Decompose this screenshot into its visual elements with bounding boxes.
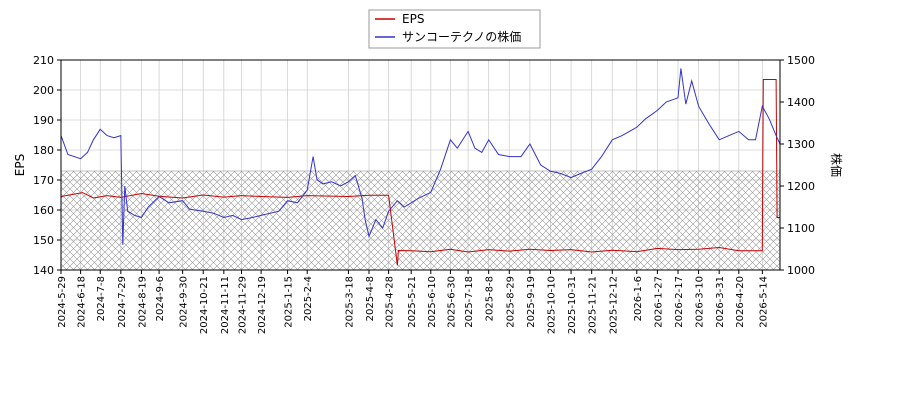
x-tick-label: 2025-7-18 xyxy=(464,276,475,328)
right-tick-label: 1500 xyxy=(787,54,815,67)
right-tick-label: 1000 xyxy=(787,264,815,277)
x-tick-label: 2025-8-29 xyxy=(505,276,516,328)
x-tick-label: 2024-10-21 xyxy=(199,276,210,334)
x-tick-label: 2024-11-29 xyxy=(237,276,248,334)
right-tick-label: 1300 xyxy=(787,138,815,151)
plot-frame xyxy=(60,59,781,271)
left-y-axis-label: EPS xyxy=(13,154,27,176)
x-tick-label: 2024-6-18 xyxy=(77,276,88,328)
x-tick-label: 2026-5-14 xyxy=(758,276,769,328)
x-tick-label: 2025-3-18 xyxy=(344,276,355,328)
left-tick-label: 190 xyxy=(33,114,54,127)
left-tick-label: 200 xyxy=(33,84,54,97)
x-tick-label: 2026-3-31 xyxy=(715,276,726,328)
x-tick-label: 2025-10-10 xyxy=(546,276,557,334)
x-tick-label: 2026-1-27 xyxy=(653,276,664,328)
stock-price-series-line xyxy=(61,68,780,245)
right-tick-label: 1400 xyxy=(787,96,815,109)
x-tick-label: 2025-10-31 xyxy=(567,276,578,334)
x-tick-label: 2025-9-19 xyxy=(526,276,537,328)
eps-hatched-band xyxy=(60,170,781,271)
x-tick-label: 2025-8-8 xyxy=(485,276,496,321)
x-axis: 2024-5-29 2024-6-18 2024-7-8 2024-7-29 2024-… xyxy=(57,270,769,334)
x-tick-label: 2025-2-4 xyxy=(303,276,314,321)
x-tick-label: 2025-11-21 xyxy=(588,276,599,334)
x-tick-label: 2024-11-11 xyxy=(220,276,231,334)
left-tick-label: 210 xyxy=(33,54,54,67)
left-tick-label: 160 xyxy=(33,204,54,217)
x-tick-label: 2024-7-29 xyxy=(117,276,128,328)
x-tick-label: 2025-4-28 xyxy=(385,276,396,328)
legend-eps-label: EPS xyxy=(402,12,424,26)
legend-stock-label: サンコーテクノの株価 xyxy=(402,29,521,44)
right-tick-label: 1100 xyxy=(787,222,815,235)
x-tick-label: 2025-6-30 xyxy=(446,276,457,328)
eps-series-line xyxy=(61,79,780,266)
x-tick-label: 2024-12-19 xyxy=(257,276,268,334)
x-tick-label: 2024-9-6 xyxy=(155,276,166,321)
x-tick-label: 2024-8-19 xyxy=(137,276,148,328)
right-y-axis: 1000 1100 1200 1300 1400 1500 xyxy=(780,54,815,277)
x-tick-label: 2025-4-8 xyxy=(365,276,376,321)
x-tick-label: 2026-1-6 xyxy=(633,276,644,321)
x-tick-label: 2025-12-12 xyxy=(608,276,619,334)
left-tick-label: 140 xyxy=(33,264,54,277)
left-tick-label: 170 xyxy=(33,174,54,187)
right-tick-label: 1200 xyxy=(787,180,815,193)
x-tick-label: 2024-9-30 xyxy=(179,276,190,328)
x-tick-label: 2026-3-10 xyxy=(695,276,706,328)
series-layer xyxy=(61,68,780,266)
x-tick-label: 2026-2-17 xyxy=(674,276,685,328)
right-y-axis-label: 株価 xyxy=(829,153,844,177)
legend-box xyxy=(368,9,541,49)
x-tick-label: 2024-5-29 xyxy=(57,276,68,328)
legend: EPS サンコーテクノの株価 xyxy=(368,9,541,49)
x-tick-label: 2025-6-10 xyxy=(427,276,438,328)
x-tick-label: 2024-7-8 xyxy=(96,276,107,321)
left-tick-label: 150 xyxy=(33,234,54,247)
x-tick-label: 2025-5-21 xyxy=(407,276,418,328)
x-tick-label: 2025-1-15 xyxy=(284,276,295,328)
left-tick-label: 180 xyxy=(33,144,54,157)
x-tick-label: 2026-4-20 xyxy=(735,276,746,328)
left-y-axis: 140 150 160 170 180 190 200 210 xyxy=(33,54,61,277)
